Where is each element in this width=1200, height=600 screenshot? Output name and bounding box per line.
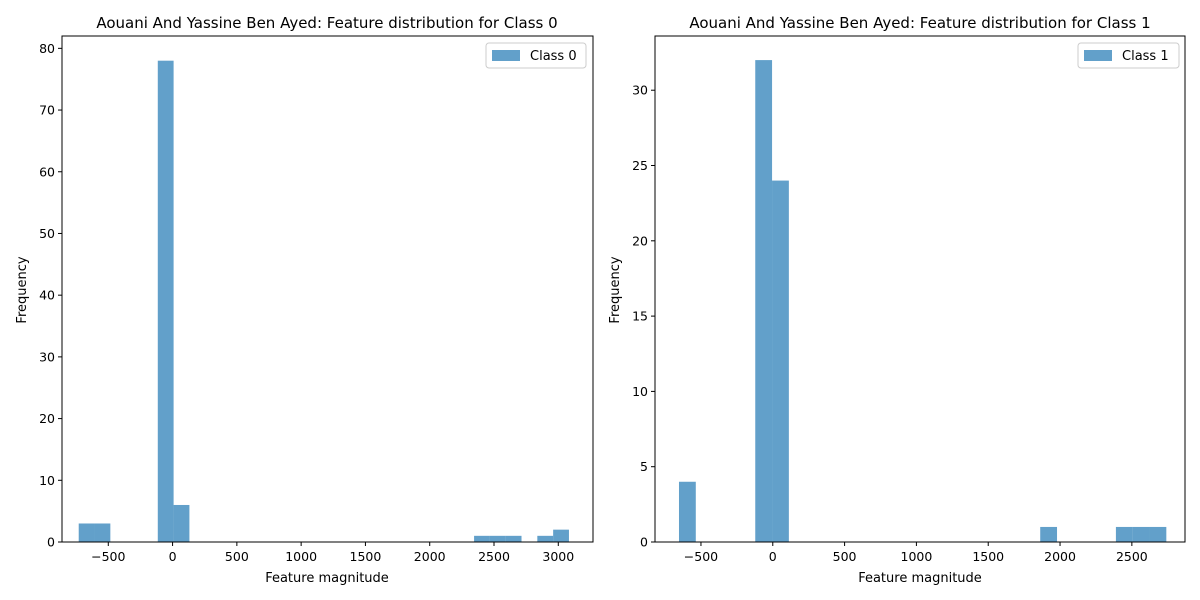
histogram-bar [772, 180, 789, 543]
histogram-bar [1132, 526, 1150, 542]
y-tick-label: 40 [39, 288, 55, 303]
legend-label: Class 0 [530, 49, 577, 64]
x-axis-label: Feature magnitude [265, 571, 389, 586]
legend-swatch [1084, 50, 1112, 61]
x-tick-label: 500 [833, 549, 857, 564]
y-tick-group: 0 10 20 30 40 50 60 70 80 [39, 41, 62, 550]
y-tick-label: 60 [39, 164, 55, 179]
x-axis-label: Feature magnitude [858, 571, 982, 586]
histogram-bar [505, 535, 522, 542]
y-tick-label: 20 [632, 233, 648, 248]
y-tick-label: 15 [632, 309, 648, 324]
chart-panel-class-0: Aouani And Yassine Ben Ayed: Feature dis… [15, 14, 594, 586]
y-tick-label: 0 [640, 535, 648, 550]
x-tick-label: 0 [169, 549, 177, 564]
x-tick-label: 0 [769, 549, 777, 564]
axes-frame [61, 35, 594, 543]
legend-label: Class 1 [1122, 49, 1169, 64]
y-tick-label: 30 [632, 83, 648, 98]
chart-title: Aouani And Yassine Ben Ayed: Feature dis… [96, 14, 557, 32]
y-axis-label: Frequency [608, 256, 623, 323]
y-tick-label: 30 [39, 349, 55, 364]
legend: Class 1 [1077, 42, 1180, 69]
histogram-bar [678, 481, 696, 542]
histogram-bar [553, 529, 569, 542]
histogram-bar [474, 535, 490, 542]
y-tick-label: 20 [39, 411, 55, 426]
histogram-bar [173, 504, 190, 542]
x-tick-label: 3000 [542, 549, 574, 564]
y-tick-label: 10 [632, 384, 648, 399]
x-tick-label: −500 [684, 549, 718, 564]
x-tick-label: 2000 [414, 549, 446, 564]
histogram-bar [94, 523, 111, 542]
x-tick-label: −500 [91, 549, 125, 564]
y-axis-label: Frequency [15, 256, 30, 323]
axes-frame [654, 35, 1186, 543]
legend-swatch [492, 50, 520, 61]
x-tick-label: 1500 [972, 549, 1004, 564]
chart-title: Aouani And Yassine Ben Ayed: Feature dis… [689, 14, 1150, 32]
bar-group [78, 60, 569, 543]
y-tick-label: 50 [39, 226, 55, 241]
legend-frame [485, 42, 587, 69]
histogram-bar [157, 60, 174, 543]
x-tick-label: 1000 [285, 549, 317, 564]
x-tick-label: 2000 [1044, 549, 1076, 564]
x-tick-group: −500 0 500 1000 1500 2000 2500 3000 [91, 542, 574, 564]
bar-group [678, 60, 1167, 543]
legend-frame [1077, 42, 1180, 69]
x-tick-label: 2500 [478, 549, 510, 564]
y-tick-label: 25 [632, 158, 648, 173]
histogram-bar [537, 535, 554, 542]
y-tick-group: 0 5 10 15 20 25 30 [632, 83, 655, 550]
y-tick-label: 0 [47, 535, 55, 550]
chart-panel-class-1: Aouani And Yassine Ben Ayed: Feature dis… [608, 14, 1186, 586]
legend: Class 0 [485, 42, 587, 69]
x-tick-group: −500 0 500 1000 1500 2000 2500 [684, 542, 1148, 564]
y-tick-label: 5 [640, 459, 648, 474]
histogram-bar [1040, 526, 1058, 542]
x-tick-label: 1000 [901, 549, 933, 564]
histogram-bar [78, 523, 95, 542]
y-tick-label: 10 [39, 473, 55, 488]
x-tick-label: 1500 [350, 549, 382, 564]
x-tick-label: 500 [225, 549, 249, 564]
histogram-bar [1149, 526, 1167, 542]
y-tick-label: 70 [39, 103, 55, 118]
histogram-bar [489, 535, 506, 542]
histogram-bar [1115, 526, 1133, 542]
x-tick-label: 2500 [1116, 549, 1148, 564]
y-tick-label: 80 [39, 41, 55, 56]
histogram-bar [755, 60, 773, 542]
